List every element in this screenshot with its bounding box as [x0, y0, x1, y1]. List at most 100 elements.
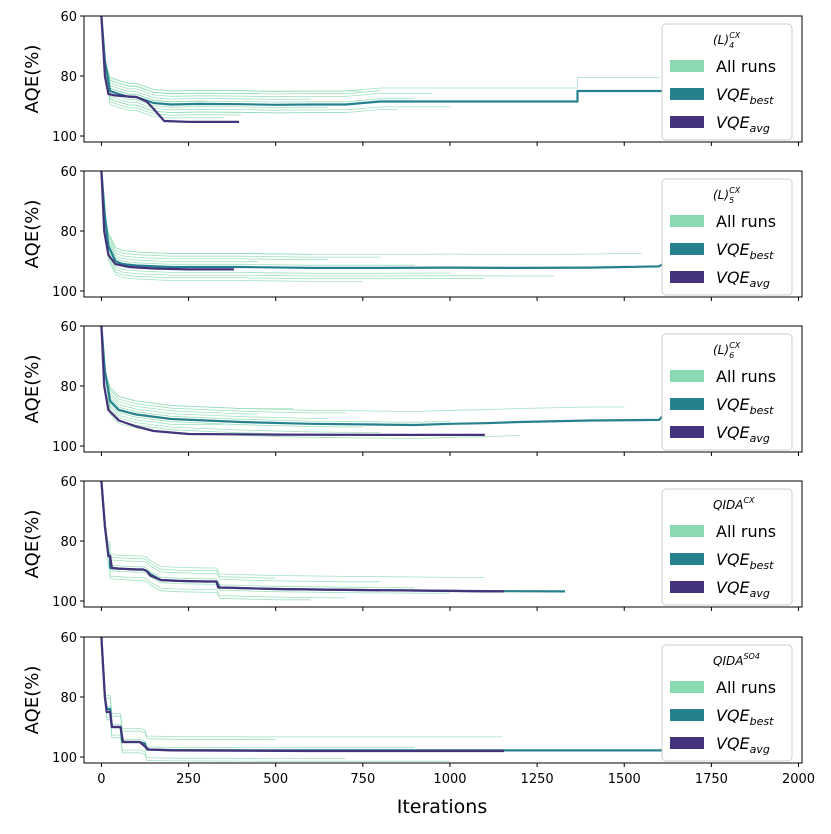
vqe-avg-line [100, 326, 485, 436]
run-line [101, 326, 625, 412]
legend-label: VQEavg [716, 734, 770, 756]
run-line [101, 326, 294, 409]
run-line [101, 481, 276, 579]
legend-label: VQEavg [716, 268, 770, 290]
legend-swatch [670, 243, 704, 255]
y-tick-label: 100 [52, 285, 77, 300]
x-tick-label: 500 [263, 772, 288, 787]
legend-label: All runs [716, 57, 776, 76]
vqe-avg-line [100, 481, 504, 593]
panel-frame [83, 170, 803, 298]
run-line [101, 326, 520, 439]
legend-label: All runs [716, 367, 776, 386]
run-line [101, 481, 381, 583]
y-axis-label: AQE(%) [22, 45, 43, 114]
run-line [101, 326, 451, 423]
legend-label: All runs [716, 522, 776, 541]
legend-label: VQEbest [716, 706, 774, 728]
run-line [101, 16, 398, 114]
x-tick-label: 1250 [521, 772, 554, 787]
y-tick-label: 80 [60, 691, 77, 706]
y-tick-label: 100 [52, 440, 77, 455]
panel-frame [83, 325, 803, 453]
run-line [101, 16, 450, 111]
legend-swatch [670, 553, 704, 565]
legend-swatch [670, 60, 704, 72]
legend-swatch [670, 426, 704, 438]
x-tick-label: 250 [176, 772, 201, 787]
y-tick-label: 100 [52, 751, 77, 766]
legend: QIDACX All runs VQEbest VQEavg [661, 488, 793, 606]
panel-frame [83, 480, 803, 608]
legend-label: All runs [716, 212, 776, 231]
legend-label: All runs [716, 678, 776, 697]
y-tick-label: 60 [60, 165, 77, 180]
y-tick-label: 60 [60, 631, 77, 646]
plot-area [100, 481, 566, 601]
x-axis-label: Iterations [397, 796, 488, 818]
run-line [101, 16, 363, 92]
x-tick-label: 0 [97, 772, 105, 787]
y-tick-label: 60 [60, 320, 77, 335]
legend-swatch [670, 681, 704, 693]
y-tick-label: 80 [60, 535, 77, 550]
legend-swatch [670, 88, 704, 100]
run-line [101, 326, 346, 414]
legend-label: VQEbest [716, 240, 774, 262]
vqe-avg-line [100, 171, 234, 271]
run-line [101, 326, 328, 419]
y-axis-label: AQE(%) [22, 355, 43, 424]
run-line [101, 171, 276, 268]
legend-swatch [670, 271, 704, 283]
run-line [101, 16, 311, 100]
run-line [101, 637, 276, 740]
legend-title: QIDASO4 [713, 652, 760, 668]
legend-label: VQEbest [716, 85, 774, 107]
run-line [101, 171, 311, 255]
x-tick-label: 750 [350, 772, 375, 787]
legend: (L)6CX All runs VQEbest VQEavg [661, 333, 793, 451]
vqe-best-line [100, 481, 566, 593]
legend-label: VQEbest [716, 550, 774, 572]
y-tick-label: 80 [60, 225, 77, 240]
legend: QIDASO4 All runs VQEbest VQEavg [661, 644, 793, 762]
y-tick-label: 80 [60, 380, 77, 395]
panel-1: 60 80 100 AQE(%) (L)4CX All runs VQEbest VQEavg [22, 10, 803, 146]
y-axis-label: AQE(%) [22, 510, 43, 579]
legend-box [661, 23, 793, 141]
y-tick-label: 80 [60, 70, 77, 85]
plot-area [100, 637, 663, 762]
legend-box [661, 178, 793, 296]
run-line [101, 171, 381, 258]
y-tick-label: 60 [60, 475, 77, 490]
legend-swatch [670, 581, 704, 593]
legend-swatch [670, 398, 704, 410]
plot-area [100, 171, 664, 282]
legend-swatch [670, 525, 704, 537]
run-line [101, 171, 259, 262]
run-line [101, 637, 416, 749]
x-tick-label: 2000 [782, 772, 815, 787]
run-line [101, 171, 328, 261]
legend-box [661, 333, 793, 451]
legend: (L)4CX All runs VQEbest VQEavg [661, 23, 793, 141]
y-axis-label: AQE(%) [22, 200, 43, 269]
run-line [101, 16, 660, 92]
legend-title: (L)5CX [713, 186, 741, 205]
run-line [101, 16, 381, 95]
plot-area [100, 326, 664, 439]
legend-title: (L)6CX [713, 341, 741, 360]
panel-4: 60 80 100 AQE(%) QIDACX All runs VQEbest VQEavg [22, 475, 803, 611]
legend-swatch [670, 709, 704, 721]
run-line [101, 16, 259, 95]
vqe-best-line [100, 16, 663, 106]
legend: (L)5CX All runs VQEbest VQEavg [661, 178, 793, 296]
run-line [101, 637, 450, 762]
legend-swatch [670, 215, 704, 227]
legend-label: VQEavg [716, 113, 770, 135]
run-line [101, 171, 555, 277]
run-line [101, 637, 503, 738]
panel-3: 60 80 100 AQE(%) (L)6CX All runs VQEbest VQEavg [22, 320, 803, 456]
legend-swatch [670, 116, 704, 128]
